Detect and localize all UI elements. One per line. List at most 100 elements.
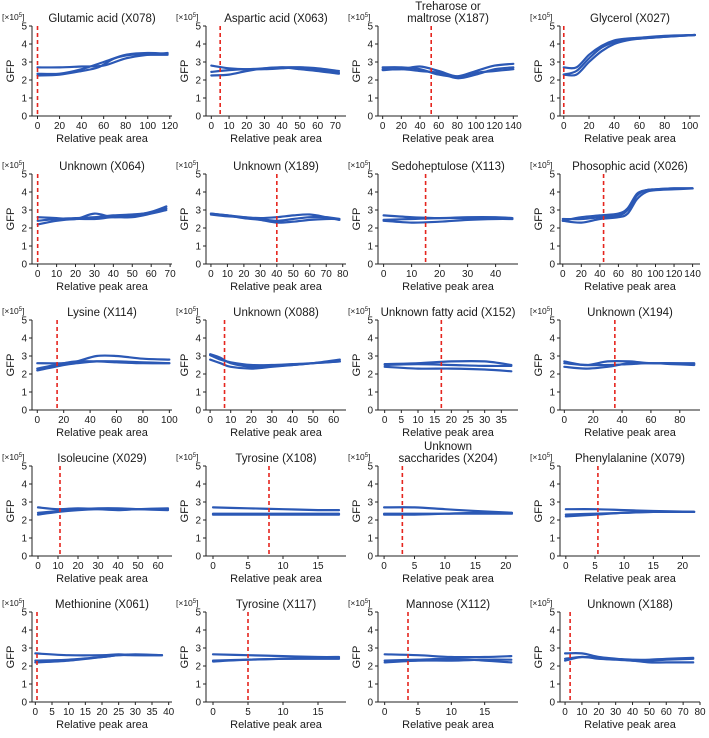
x-tick-label: 5 xyxy=(245,707,251,718)
y-tick-label: 3 xyxy=(21,498,27,509)
x-axis-label: Relative peak area xyxy=(402,427,495,439)
x-tick-label: 30 xyxy=(479,415,491,426)
scale-label: [×105] xyxy=(2,12,25,22)
x-axis-label: Relative peak area xyxy=(230,573,323,585)
y-tick-label: 0 xyxy=(21,698,27,709)
series-line-1 xyxy=(382,506,514,514)
series-line-3 xyxy=(36,360,171,370)
chart-panel-9: [×105] Lysine (X114) 0 1 2 3 4 5 0 20 40 60 80 100 Rel… xyxy=(2,306,178,439)
chart-panel-4: [×105] Glycerol (X027) 0 1 2 3 4 5 0 20 40 60 80 100 R… xyxy=(530,12,700,145)
x-tick-label: 20 xyxy=(500,561,512,572)
x-tick-label: 10 xyxy=(223,121,235,132)
x-tick-label: 0 xyxy=(210,561,216,572)
chart-title: Unknown (X188) xyxy=(587,599,673,611)
x-tick-label: 25 xyxy=(113,707,125,718)
scale-label: [×105] xyxy=(176,160,199,170)
x-tick-label: 20 xyxy=(588,415,600,426)
x-tick-label: 10 xyxy=(277,561,289,572)
y-tick-label: 1 xyxy=(195,94,201,105)
series-line-3 xyxy=(210,66,341,74)
y-tick-label: 5 xyxy=(367,170,373,181)
x-tick-label: 10 xyxy=(446,707,458,718)
y-tick-label: 5 xyxy=(195,608,201,619)
y-tick-label: 1 xyxy=(21,388,27,399)
x-tick-label: 20 xyxy=(246,415,258,426)
series-line-1 xyxy=(211,506,341,512)
y-tick-label: 0 xyxy=(367,552,373,563)
x-tick-label: 30 xyxy=(255,269,267,280)
scale-label: [×105] xyxy=(530,160,553,170)
y-tick-label: 5 xyxy=(367,608,373,619)
y-tick-label: 2 xyxy=(367,76,373,87)
y-tick-label: 1 xyxy=(21,680,27,691)
x-tick-label: 35 xyxy=(496,415,508,426)
y-tick-label: 1 xyxy=(367,388,373,399)
x-axis-label: Relative peak area xyxy=(402,573,495,585)
x-tick-label: 50 xyxy=(288,269,300,280)
y-axis-label: GFP xyxy=(179,646,191,669)
x-tick-label: 15 xyxy=(470,561,482,572)
series-line-2 xyxy=(210,66,341,77)
x-tick-label: 10 xyxy=(406,269,418,280)
y-tick-label: 4 xyxy=(367,334,373,345)
x-tick-label: 40 xyxy=(609,121,621,132)
x-tick-label: 40 xyxy=(108,269,120,280)
chart-panel-14: [×105] Tyrosine (X108) 0 1 2 3 4 5 0 5 10 15Relativ… xyxy=(176,452,346,585)
y-tick-label: 3 xyxy=(195,498,201,509)
y-tick-label: 4 xyxy=(367,480,373,491)
x-tick-label: 20 xyxy=(593,707,605,718)
x-axis-label: Relative peak area xyxy=(402,719,495,731)
x-tick-label: 70 xyxy=(321,269,333,280)
x-axis-label: Relative peak area xyxy=(402,281,495,293)
x-tick-label: 0 xyxy=(35,561,41,572)
y-tick-label: 1 xyxy=(367,680,373,691)
chart-panel-7: [×105] Sedoheptulose (X113) 0 1 2 3 4 5 0 10 20 30 4… xyxy=(348,160,518,293)
y-tick-label: 2 xyxy=(367,516,373,527)
x-tick-label: 35 xyxy=(146,707,158,718)
y-tick-label: 5 xyxy=(195,170,201,181)
y-tick-label: 5 xyxy=(549,170,555,181)
x-tick-label: 10 xyxy=(576,707,588,718)
series-line-3 xyxy=(209,354,341,367)
x-axis-label: Relative peak area xyxy=(56,281,149,293)
series-line-3 xyxy=(381,65,515,78)
x-tick-label: 20 xyxy=(396,121,408,132)
y-tick-label: 5 xyxy=(367,316,373,327)
x-tick-label: 60 xyxy=(98,121,110,132)
y-tick-label: 0 xyxy=(549,406,555,417)
x-tick-label: 60 xyxy=(152,561,164,572)
y-tick-label: 4 xyxy=(195,40,201,51)
x-tick-label: 40 xyxy=(76,121,88,132)
x-tick-label: 60 xyxy=(634,121,646,132)
x-tick-label: 50 xyxy=(132,561,144,572)
x-tick-label: 100 xyxy=(682,121,699,132)
scale-label: [×105] xyxy=(2,306,25,316)
y-axis-label: GFP xyxy=(351,354,363,377)
x-tick-label: 70 xyxy=(330,121,342,132)
y-tick-label: 1 xyxy=(549,94,555,105)
x-tick-label: 20 xyxy=(238,269,250,280)
x-tick-label: 40 xyxy=(627,707,639,718)
y-tick-label: 0 xyxy=(195,406,201,417)
y-tick-label: 1 xyxy=(195,534,201,545)
series-line-3 xyxy=(562,33,697,76)
y-tick-label: 1 xyxy=(549,388,555,399)
y-tick-label: 3 xyxy=(21,206,27,217)
scale-label: [×105] xyxy=(176,452,199,462)
y-tick-label: 2 xyxy=(195,662,201,673)
y-tick-label: 2 xyxy=(367,370,373,381)
y-tick-label: 2 xyxy=(21,662,27,673)
y-tick-label: 0 xyxy=(21,552,27,563)
x-tick-label: 20 xyxy=(446,415,458,426)
y-tick-label: 1 xyxy=(367,242,373,253)
y-axis-label: GFP xyxy=(351,208,363,231)
series-line-3 xyxy=(383,363,513,368)
x-tick-label: 20 xyxy=(434,269,446,280)
y-axis-label: GFP xyxy=(533,500,545,523)
